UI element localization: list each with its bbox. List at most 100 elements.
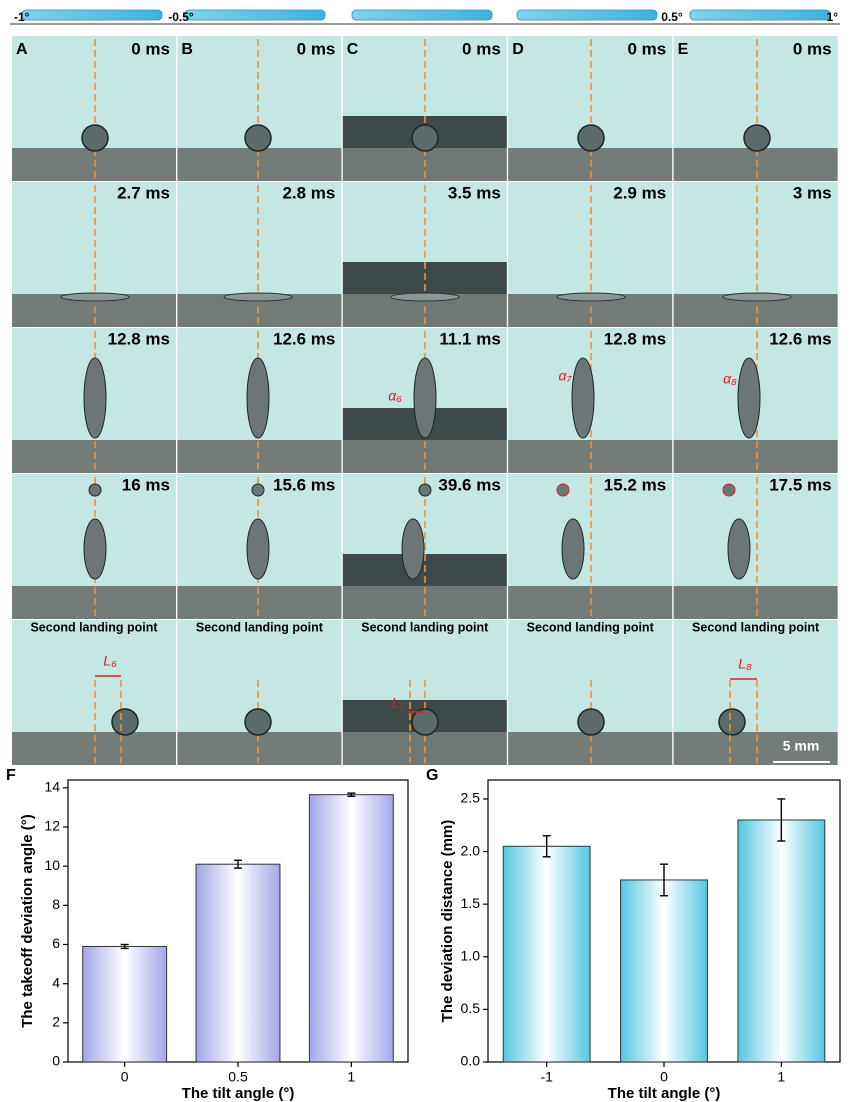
time-label: 16 ms	[122, 475, 170, 494]
ground	[674, 148, 838, 181]
bar	[738, 820, 825, 1062]
y-tick-label: 0.5	[461, 1000, 481, 1016]
figure: -1°-0.5°0.5°1°0 msA2.7 ms12.8 ms16 msSec…	[0, 0, 850, 1102]
time-label: 2.7 ms	[117, 183, 170, 202]
satellite-droplet	[252, 484, 264, 496]
landing-label: Second landing point	[692, 620, 820, 634]
ground	[12, 586, 176, 619]
x-tick-label: 1	[347, 1069, 355, 1085]
droplet	[245, 125, 271, 151]
panel-letter: G	[426, 767, 438, 784]
ground	[177, 148, 341, 181]
x-tick-label: 0.5	[228, 1069, 248, 1085]
time-label: 12.8 ms	[604, 329, 666, 348]
time-label: 15.6 ms	[273, 475, 335, 494]
y-axis-label: The deviation distance (mm)	[439, 820, 456, 1023]
tilt-label: -1°	[14, 10, 30, 24]
jet	[84, 519, 106, 579]
y-tick-label: 12	[44, 818, 60, 834]
time-label: 0 ms	[627, 39, 666, 58]
annotation: L₈	[738, 656, 752, 672]
y-tick-label: 2.5	[461, 790, 481, 806]
time-label: 2.8 ms	[282, 183, 335, 202]
panel-letter: E	[678, 41, 689, 58]
tilt-label: -0.5°	[168, 10, 194, 24]
y-tick-label: 0	[52, 1053, 60, 1069]
tilt-label: 1°	[827, 10, 839, 24]
substrate	[690, 10, 830, 20]
substrate	[517, 10, 657, 20]
landing-label: Second landing point	[361, 620, 489, 634]
time-label: 0 ms	[131, 39, 170, 58]
time-label: 0 ms	[793, 39, 832, 58]
time-label: 11.1 ms	[439, 329, 500, 348]
droplet	[744, 125, 770, 151]
ground	[674, 586, 838, 619]
time-label: 12.8 ms	[108, 329, 170, 348]
time-label: 2.9 ms	[613, 183, 666, 202]
annotation: L₆	[103, 653, 117, 669]
substrate	[22, 10, 162, 20]
landing-label: Second landing point	[30, 620, 158, 634]
x-tick-label: -1	[540, 1069, 553, 1085]
satellite-droplet	[557, 484, 569, 496]
substrate	[185, 10, 325, 20]
substrate	[352, 10, 492, 20]
panel-letter: B	[181, 41, 193, 58]
panel-letter: D	[512, 41, 524, 58]
ground	[177, 586, 341, 619]
spread-droplet	[557, 293, 625, 301]
jet	[728, 519, 750, 579]
jet	[414, 358, 436, 438]
bar	[309, 795, 393, 1062]
y-tick-label: 4	[52, 974, 60, 990]
jet	[247, 519, 269, 579]
satellite-droplet	[419, 484, 431, 496]
y-tick-label: 0.0	[461, 1053, 481, 1069]
bar	[503, 846, 590, 1062]
time-label: 15.2 ms	[604, 475, 666, 494]
ground	[12, 440, 176, 473]
y-tick-label: 14	[44, 779, 60, 795]
jet	[562, 519, 584, 579]
time-label: 12.6 ms	[273, 329, 335, 348]
y-tick-label: 6	[52, 935, 60, 951]
y-tick-label: 2	[52, 1014, 60, 1030]
time-label: 3.5 ms	[448, 183, 501, 202]
y-tick-label: 2.0	[461, 842, 481, 858]
panel-letter: C	[347, 41, 359, 58]
droplet	[412, 125, 438, 151]
time-label: 3 ms	[793, 183, 832, 202]
x-tick-label: 0	[121, 1069, 129, 1085]
spread-droplet	[723, 293, 791, 301]
landed-droplet	[719, 709, 745, 735]
ground	[674, 440, 838, 473]
time-label: 0 ms	[297, 39, 336, 58]
bar	[83, 946, 167, 1062]
landing-label: Second landing point	[527, 620, 655, 634]
time-label: 12.6 ms	[769, 329, 831, 348]
jet	[247, 358, 269, 438]
bar	[196, 864, 280, 1062]
time-label: 0 ms	[462, 39, 501, 58]
landed-droplet	[112, 709, 138, 735]
landed-droplet	[412, 709, 438, 735]
annotation: L₇	[392, 695, 406, 711]
ground	[177, 732, 341, 765]
annotation: α₈	[723, 371, 737, 387]
ground	[12, 732, 176, 765]
jet	[84, 358, 106, 438]
spread-droplet	[224, 293, 292, 301]
y-tick-label: 1.5	[461, 895, 481, 911]
ground	[12, 148, 176, 181]
scale-label: 5 mm	[783, 738, 820, 754]
ground	[177, 440, 341, 473]
x-tick-label: 0	[660, 1069, 668, 1085]
spread-droplet	[61, 293, 129, 301]
landed-droplet	[578, 709, 604, 735]
droplet	[578, 125, 604, 151]
tilt-label: 0.5°	[661, 10, 683, 24]
droplet	[82, 125, 108, 151]
annotation: α₇	[559, 368, 573, 384]
x-tick-label: 1	[777, 1069, 785, 1085]
